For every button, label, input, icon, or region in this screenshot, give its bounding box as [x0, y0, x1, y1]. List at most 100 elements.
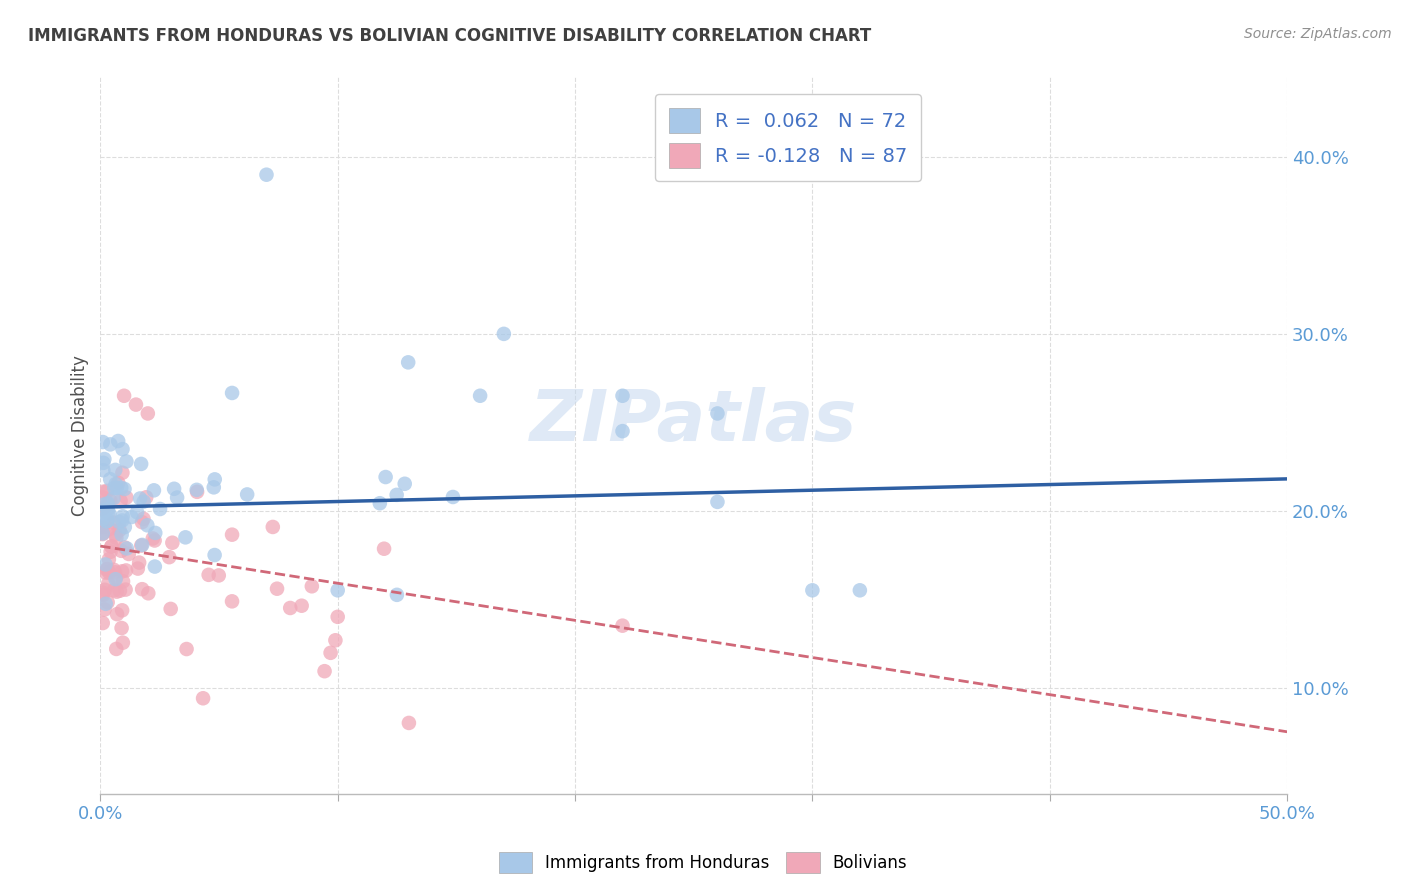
Point: [111, 466, 134, 480]
Point: [129, 539, 152, 553]
Point: [114, 582, 136, 597]
Point: [96, 483, 118, 498]
Point: [136, 407, 159, 421]
Point: [94, 558, 117, 572]
Point: [127, 505, 149, 519]
Point: [96, 515, 118, 529]
Point: [849, 583, 872, 598]
Point: [91, 526, 114, 541]
Point: [326, 583, 349, 598]
Point: [100, 545, 122, 559]
Point: [801, 583, 824, 598]
Point: [98, 522, 121, 536]
Point: [91, 501, 114, 516]
Point: [236, 487, 259, 501]
Point: [157, 550, 180, 565]
Point: [136, 586, 159, 600]
Point: [93, 498, 115, 512]
Point: [104, 527, 127, 541]
Point: [98, 493, 121, 508]
Point: [373, 541, 395, 556]
Point: [149, 502, 172, 516]
Point: [91, 512, 114, 526]
Point: [326, 610, 349, 624]
Point: [94, 582, 117, 597]
Y-axis label: Cognitive Disability: Cognitive Disability: [72, 355, 89, 516]
Point: [186, 484, 208, 499]
Point: [142, 532, 165, 546]
Point: [91, 491, 114, 505]
Point: [100, 540, 122, 554]
Point: [105, 531, 128, 545]
Point: [174, 530, 197, 544]
Point: [93, 602, 115, 616]
Point: [398, 715, 420, 730]
Point: [111, 442, 134, 456]
Point: [115, 541, 138, 556]
Point: [94, 566, 117, 580]
Point: [202, 480, 225, 494]
Point: [112, 574, 135, 589]
Point: [97, 502, 120, 516]
Point: [104, 477, 127, 491]
Point: [368, 496, 391, 510]
Point: [143, 533, 166, 548]
Point: [91, 615, 114, 630]
Point: [93, 456, 115, 470]
Point: [103, 481, 125, 495]
Point: [97, 507, 120, 521]
Point: [325, 633, 347, 648]
Point: [132, 494, 155, 508]
Point: [105, 642, 128, 657]
Point: [186, 483, 208, 497]
Point: [191, 691, 214, 706]
Point: [97, 498, 120, 512]
Point: [111, 565, 134, 579]
Point: [110, 544, 132, 558]
Point: [103, 563, 125, 577]
Point: [97, 496, 120, 510]
Legend: R =  0.062   N = 72, R = -0.128   N = 87: R = 0.062 N = 72, R = -0.128 N = 87: [655, 95, 921, 181]
Text: Source: ZipAtlas.com: Source: ZipAtlas.com: [1244, 27, 1392, 41]
Point: [385, 588, 408, 602]
Point: [221, 527, 243, 541]
Point: [143, 559, 166, 574]
Text: IMMIGRANTS FROM HONDURAS VS BOLIVIAN COGNITIVE DISABILITY CORRELATION CHART: IMMIGRANTS FROM HONDURAS VS BOLIVIAN COG…: [28, 27, 872, 45]
Point: [103, 491, 125, 506]
Point: [111, 636, 134, 650]
Point: [111, 527, 134, 541]
Point: [91, 463, 114, 477]
Point: [98, 507, 121, 521]
Point: [256, 168, 278, 182]
Point: [115, 491, 138, 505]
Point: [97, 514, 120, 528]
Point: [132, 512, 155, 526]
Point: [98, 437, 121, 451]
Text: ZIPatlas: ZIPatlas: [530, 387, 858, 456]
Point: [91, 526, 114, 541]
Point: [612, 389, 634, 403]
Point: [114, 482, 136, 496]
Point: [104, 572, 127, 586]
Point: [612, 618, 634, 632]
Point: [163, 482, 186, 496]
Point: [142, 483, 165, 498]
Point: [278, 601, 301, 615]
Point: [96, 562, 118, 576]
Point: [120, 510, 142, 524]
Point: [129, 457, 152, 471]
Point: [108, 523, 131, 537]
Point: [100, 540, 122, 554]
Point: [314, 664, 336, 678]
Point: [166, 491, 188, 505]
Point: [115, 564, 138, 578]
Point: [208, 568, 231, 582]
Point: [91, 503, 114, 517]
Point: [108, 515, 131, 529]
Point: [91, 435, 114, 450]
Point: [111, 603, 134, 617]
Point: [131, 538, 153, 552]
Point: [107, 434, 129, 448]
Point: [706, 407, 728, 421]
Point: [441, 490, 464, 504]
